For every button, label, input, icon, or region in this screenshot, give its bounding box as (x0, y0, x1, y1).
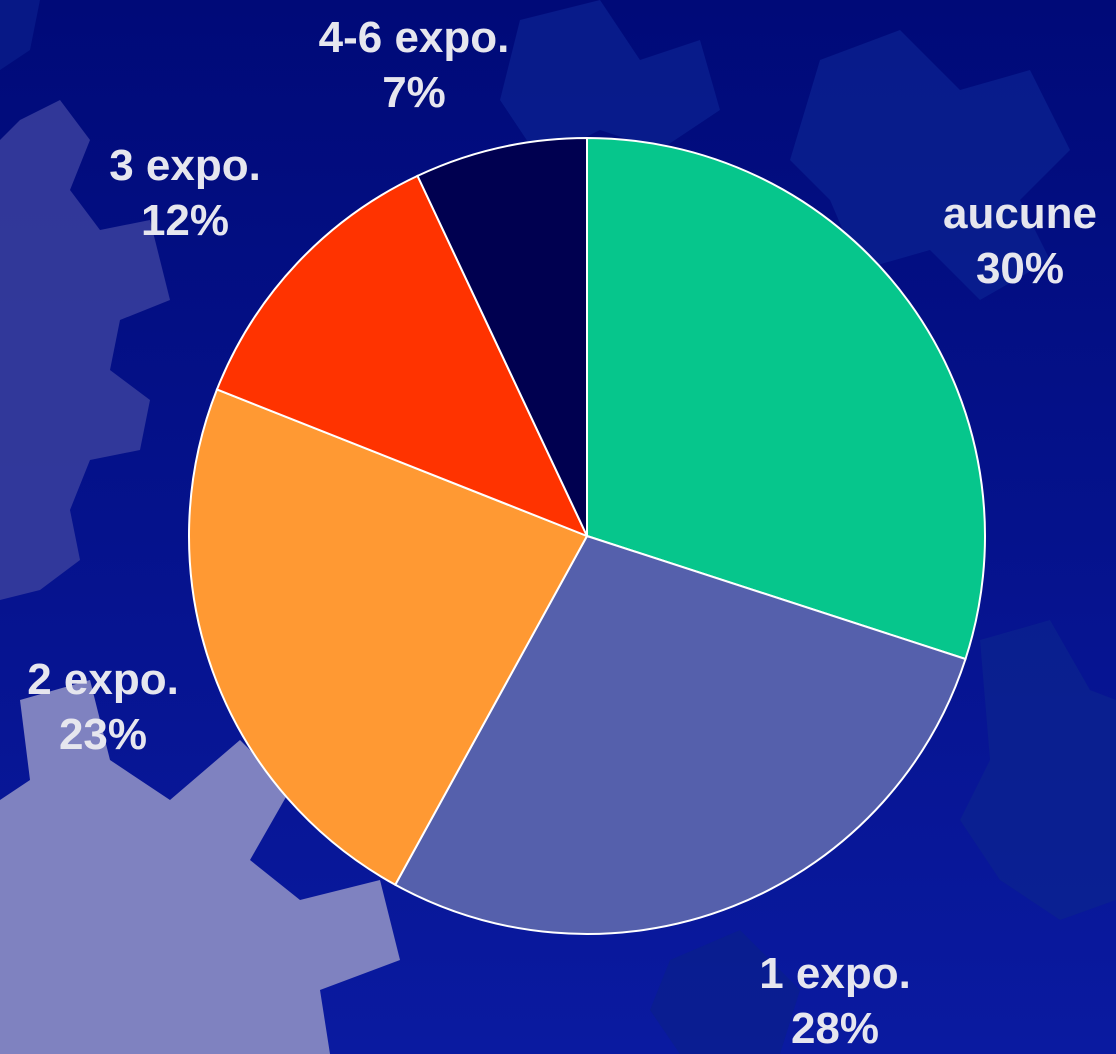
gear-icon (790, 30, 1070, 300)
pie-slice-2 (393, 534, 967, 935)
slice-label-4: 3 expo. (109, 141, 261, 190)
slice-value-label-2: 28% (791, 1004, 879, 1053)
slice-label-1: aucune (943, 189, 1097, 238)
pie-slice-4 (215, 174, 589, 538)
slice-value-label-4: 12% (141, 196, 229, 245)
gear-icon (0, 0, 40, 70)
slice-value-label-3: 23% (59, 710, 147, 759)
slice-value-label-1: 30% (976, 244, 1064, 293)
slice-label-2: 1 expo. (759, 949, 911, 998)
gear-icon (500, 0, 720, 160)
slice-label-5: 4-6 expo. (319, 13, 510, 62)
slice-label-3: 2 expo. (27, 655, 179, 704)
pie-slice-3 (188, 388, 589, 887)
pie-slices (188, 136, 986, 935)
gear-icon (960, 620, 1116, 920)
gear-icon (0, 100, 170, 600)
pie-slice-1 (586, 136, 986, 661)
gear-icon (650, 930, 800, 1054)
pie-slice-5 (416, 136, 588, 537)
pie-labels: aucune 30% 1 expo. 28% 2 expo. 23% 3 expo. 12% 4… (27, 13, 1097, 1053)
gear-icon (0, 680, 400, 1054)
slice-value-label-5: 7% (382, 68, 446, 117)
